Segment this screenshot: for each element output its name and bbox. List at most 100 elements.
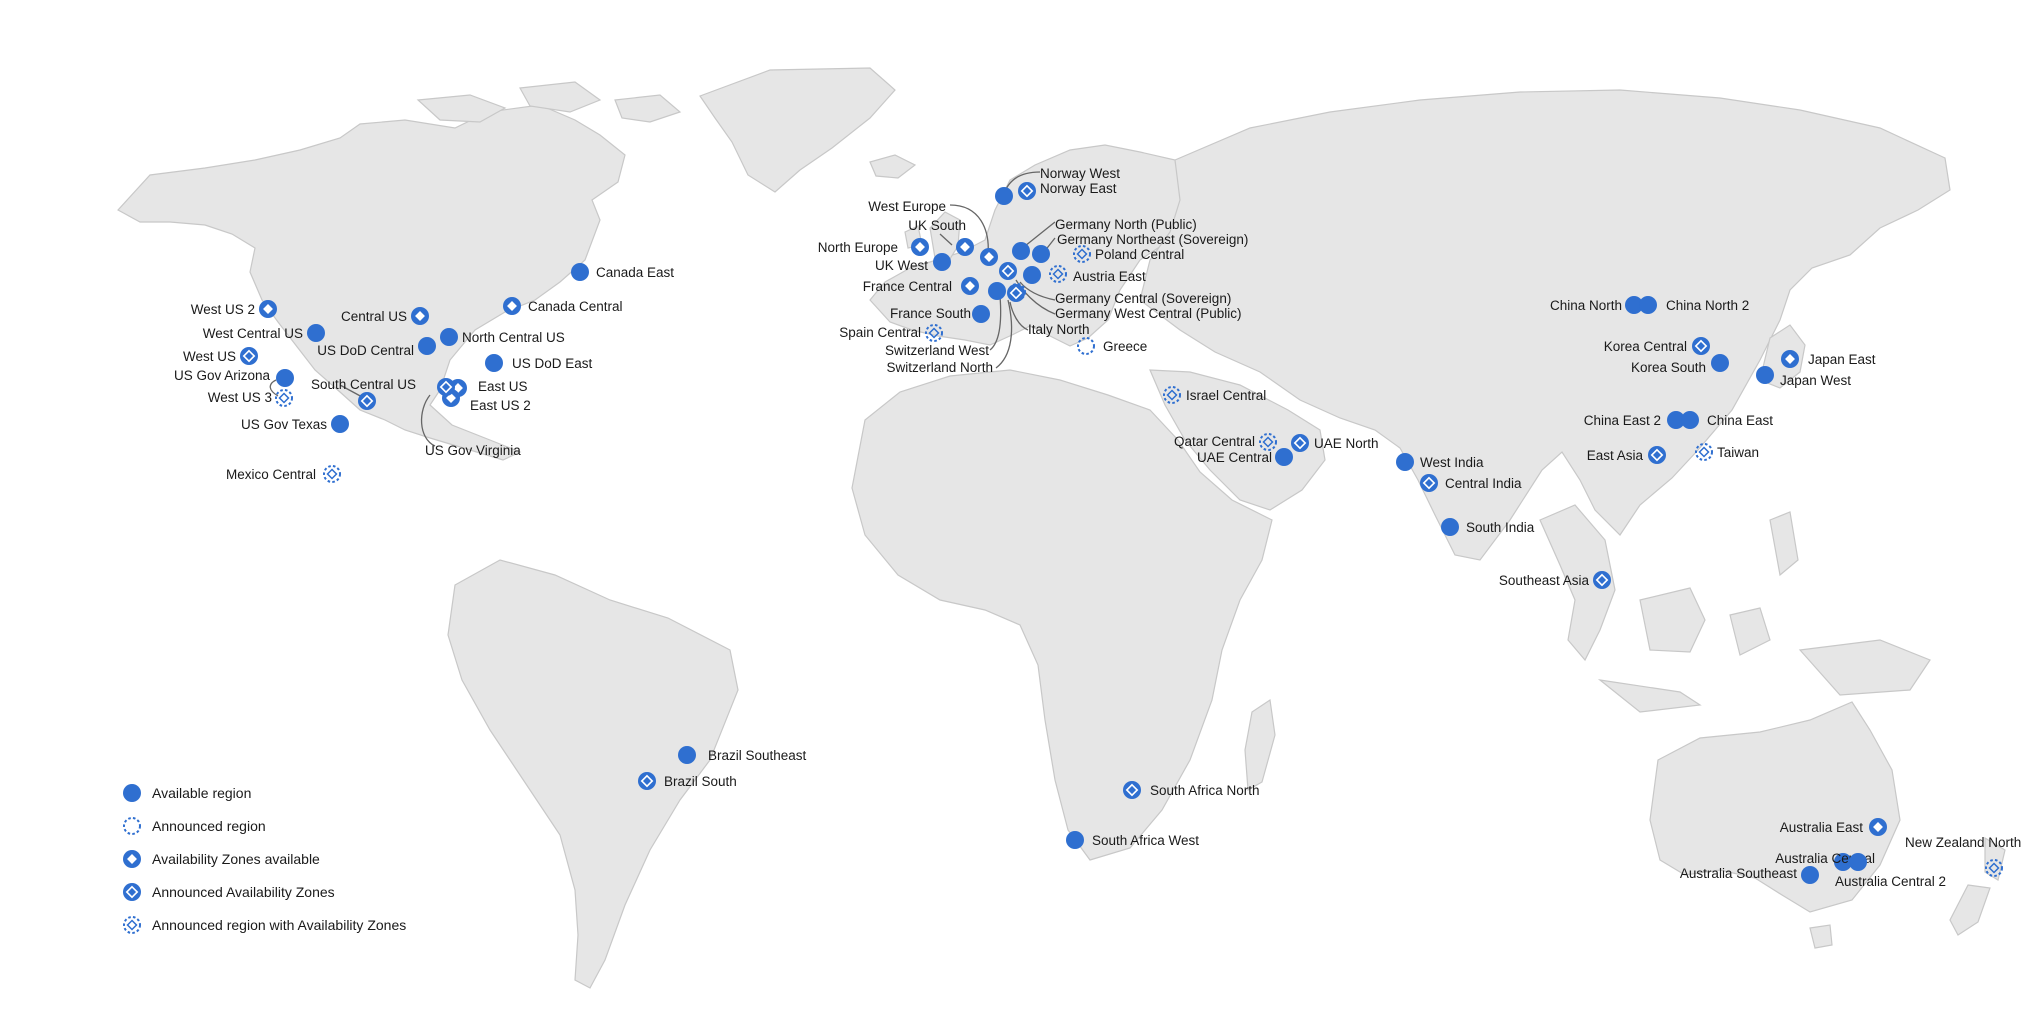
region-us-dod-central-marker[interactable]	[418, 337, 436, 355]
region-australia-central-marker[interactable]	[1834, 853, 1852, 871]
region-china-north-marker[interactable]	[1625, 296, 1643, 314]
region-mexico-central[interactable]: Mexico Central	[226, 465, 341, 483]
region-switzerland-west[interactable]: Switzerland West	[885, 282, 1006, 358]
region-norway-west[interactable]: Norway West	[995, 166, 1120, 205]
region-china-east-marker[interactable]	[1681, 411, 1699, 429]
region-spain-central[interactable]: Spain Central	[839, 324, 943, 342]
legend-available-marker[interactable]	[123, 784, 141, 802]
region-new-zealand-north-marker[interactable]	[1985, 859, 2003, 877]
region-australia-southeast-marker[interactable]	[1801, 866, 1819, 884]
region-japan-west-marker[interactable]	[1756, 366, 1774, 384]
region-north-central-us[interactable]: North Central US	[440, 328, 565, 346]
region-brazil-south-marker[interactable]	[638, 772, 656, 790]
legend-announced-az-marker[interactable]	[123, 883, 141, 901]
region-australia-central-2[interactable]: Australia Central 2	[1835, 853, 1946, 889]
region-canada-east[interactable]: Canada East	[571, 263, 674, 281]
region-south-central-us-marker[interactable]	[358, 392, 376, 410]
legend-announced-marker[interactable]	[123, 817, 141, 835]
region-uk-south-marker[interactable]	[956, 238, 974, 256]
region-north-europe[interactable]: North Europe	[818, 238, 929, 256]
region-mexico-central-marker[interactable]	[323, 465, 341, 483]
region-korea-south[interactable]: Korea South	[1631, 354, 1729, 375]
region-israel-central-marker[interactable]	[1163, 386, 1181, 404]
region-germany-north-public[interactable]: Germany North (Public)	[1012, 217, 1197, 260]
region-central-us-marker[interactable]	[411, 307, 429, 325]
region-uk-west-marker[interactable]	[933, 253, 951, 271]
region-germany-west-central-public[interactable]: Germany West Central (Public)	[999, 262, 1242, 321]
region-germany-north-public-marker[interactable]	[1012, 242, 1030, 260]
region-uae-central-marker[interactable]	[1275, 448, 1293, 466]
region-west-us-2-marker[interactable]	[259, 300, 277, 318]
region-france-central-marker[interactable]	[961, 277, 979, 295]
region-us-dod-central[interactable]: US DoD Central	[317, 337, 436, 358]
region-germany-northeast-sovereign-marker[interactable]	[1032, 245, 1050, 263]
region-southeast-asia[interactable]: Southeast Asia	[1499, 571, 1611, 589]
region-australia-east-marker[interactable]	[1869, 818, 1887, 836]
region-west-us-marker[interactable]	[240, 347, 258, 365]
region-north-central-us-marker[interactable]	[440, 328, 458, 346]
region-central-us[interactable]: Central US	[341, 307, 429, 325]
region-canada-central[interactable]: Canada Central	[503, 297, 623, 315]
region-switzerland-north-marker[interactable]	[1007, 284, 1025, 302]
region-france-south-marker[interactable]	[972, 305, 990, 323]
region-us-gov-texas[interactable]: US Gov Texas	[241, 415, 349, 433]
region-uae-north-marker[interactable]	[1291, 434, 1309, 452]
region-brazil-southeast-marker[interactable]	[678, 746, 696, 764]
region-north-europe-marker[interactable]	[911, 238, 929, 256]
region-australia-central-2-marker[interactable]	[1849, 853, 1867, 871]
region-qatar-central-marker[interactable]	[1259, 433, 1277, 451]
region-france-south[interactable]: France South	[890, 305, 990, 323]
region-brazil-southeast[interactable]: Brazil Southeast	[678, 746, 807, 764]
region-south-africa-west[interactable]: South Africa West	[1066, 831, 1199, 849]
region-us-gov-virginia[interactable]: US Gov Virginia	[425, 378, 521, 458]
region-china-east[interactable]: China East	[1681, 411, 1773, 429]
region-austria-east-marker[interactable]	[1049, 265, 1067, 283]
region-south-africa-north[interactable]: South Africa North	[1123, 781, 1260, 799]
region-west-india[interactable]: West India	[1396, 453, 1484, 471]
region-south-africa-north-marker[interactable]	[1123, 781, 1141, 799]
region-germany-northeast-sovereign[interactable]: Germany Northeast (Sovereign)	[1032, 232, 1248, 263]
region-south-india[interactable]: South India	[1441, 518, 1535, 536]
region-west-us-3-marker[interactable]	[275, 389, 293, 407]
region-west-central-us[interactable]: West Central US	[203, 324, 325, 342]
region-austria-east[interactable]: Austria East	[1049, 265, 1146, 284]
region-japan-west[interactable]: Japan West	[1756, 366, 1851, 388]
region-switzerland-west-marker[interactable]	[988, 282, 1006, 300]
region-china-north[interactable]: China North	[1550, 296, 1643, 314]
region-central-india[interactable]: Central India	[1420, 474, 1522, 492]
region-new-zealand-north[interactable]: New Zealand North	[1905, 835, 2021, 877]
region-korea-central[interactable]: Korea Central	[1604, 337, 1710, 355]
region-greece[interactable]: Greece	[1077, 337, 1147, 355]
region-west-central-us-marker[interactable]	[307, 324, 325, 342]
region-uae-central[interactable]: UAE Central	[1197, 448, 1293, 466]
region-west-us-3[interactable]: West US 3	[208, 389, 293, 407]
region-central-india-marker[interactable]	[1420, 474, 1438, 492]
region-west-europe-marker[interactable]	[980, 248, 998, 266]
region-west-europe[interactable]: West Europe	[868, 199, 998, 266]
region-taiwan[interactable]: Taiwan	[1695, 443, 1759, 461]
region-korea-central-marker[interactable]	[1692, 337, 1710, 355]
region-us-dod-east[interactable]: US DoD East	[485, 354, 593, 372]
region-south-india-marker[interactable]	[1441, 518, 1459, 536]
region-uae-north[interactable]: UAE North	[1291, 434, 1379, 452]
region-west-us[interactable]: West US	[183, 347, 258, 365]
region-us-gov-texas-marker[interactable]	[331, 415, 349, 433]
region-korea-south-marker[interactable]	[1711, 354, 1729, 372]
region-spain-central-marker[interactable]	[925, 324, 943, 342]
region-france-central[interactable]: France Central	[863, 277, 979, 295]
region-qatar-central[interactable]: Qatar Central	[1174, 433, 1277, 451]
region-greece-marker[interactable]	[1077, 337, 1095, 355]
region-australia-east[interactable]: Australia East	[1780, 818, 1887, 836]
region-germany-central-sovereign-marker[interactable]	[1023, 266, 1041, 284]
region-us-gov-arizona[interactable]: US Gov Arizona	[174, 368, 294, 387]
region-taiwan-marker[interactable]	[1695, 443, 1713, 461]
region-poland-central[interactable]: Poland Central	[1073, 245, 1184, 263]
legend-az-marker[interactable]	[123, 850, 141, 868]
region-poland-central-marker[interactable]	[1073, 245, 1091, 263]
region-canada-east-marker[interactable]	[571, 263, 589, 281]
region-west-india-marker[interactable]	[1396, 453, 1414, 471]
region-japan-east[interactable]: Japan East	[1781, 350, 1876, 368]
region-us-gov-arizona-marker[interactable]	[276, 369, 294, 387]
region-germany-west-central-public-marker[interactable]	[999, 262, 1017, 280]
legend-announced-region-az-marker[interactable]	[123, 916, 141, 934]
